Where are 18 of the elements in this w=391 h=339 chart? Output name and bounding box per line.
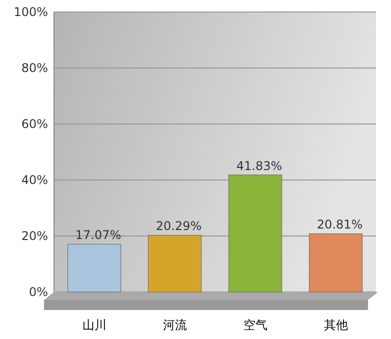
- y-tick-label: 60%: [21, 117, 48, 131]
- bar: [228, 174, 282, 292]
- x-tick-label: 山川: [82, 318, 106, 332]
- bar: [67, 244, 122, 292]
- y-tick-label: 20%: [21, 229, 48, 243]
- y-tick-label: 40%: [21, 173, 48, 187]
- data-label: 41.83%: [236, 158, 282, 173]
- y-tick-label: 0%: [28, 285, 48, 299]
- bar: [308, 233, 363, 292]
- x-tick-label: 空气: [243, 318, 268, 332]
- data-label: 17.07%: [75, 228, 122, 242]
- data-label: 20.81%: [316, 218, 363, 232]
- data-label: 20.29%: [156, 219, 202, 234]
- x-tick-label: 河流: [162, 318, 187, 332]
- y-tick-label: 100%: [14, 5, 48, 19]
- bar: [148, 234, 202, 292]
- y-tick-label: 80%: [21, 61, 48, 75]
- x-tick-label: 其他: [324, 318, 348, 332]
